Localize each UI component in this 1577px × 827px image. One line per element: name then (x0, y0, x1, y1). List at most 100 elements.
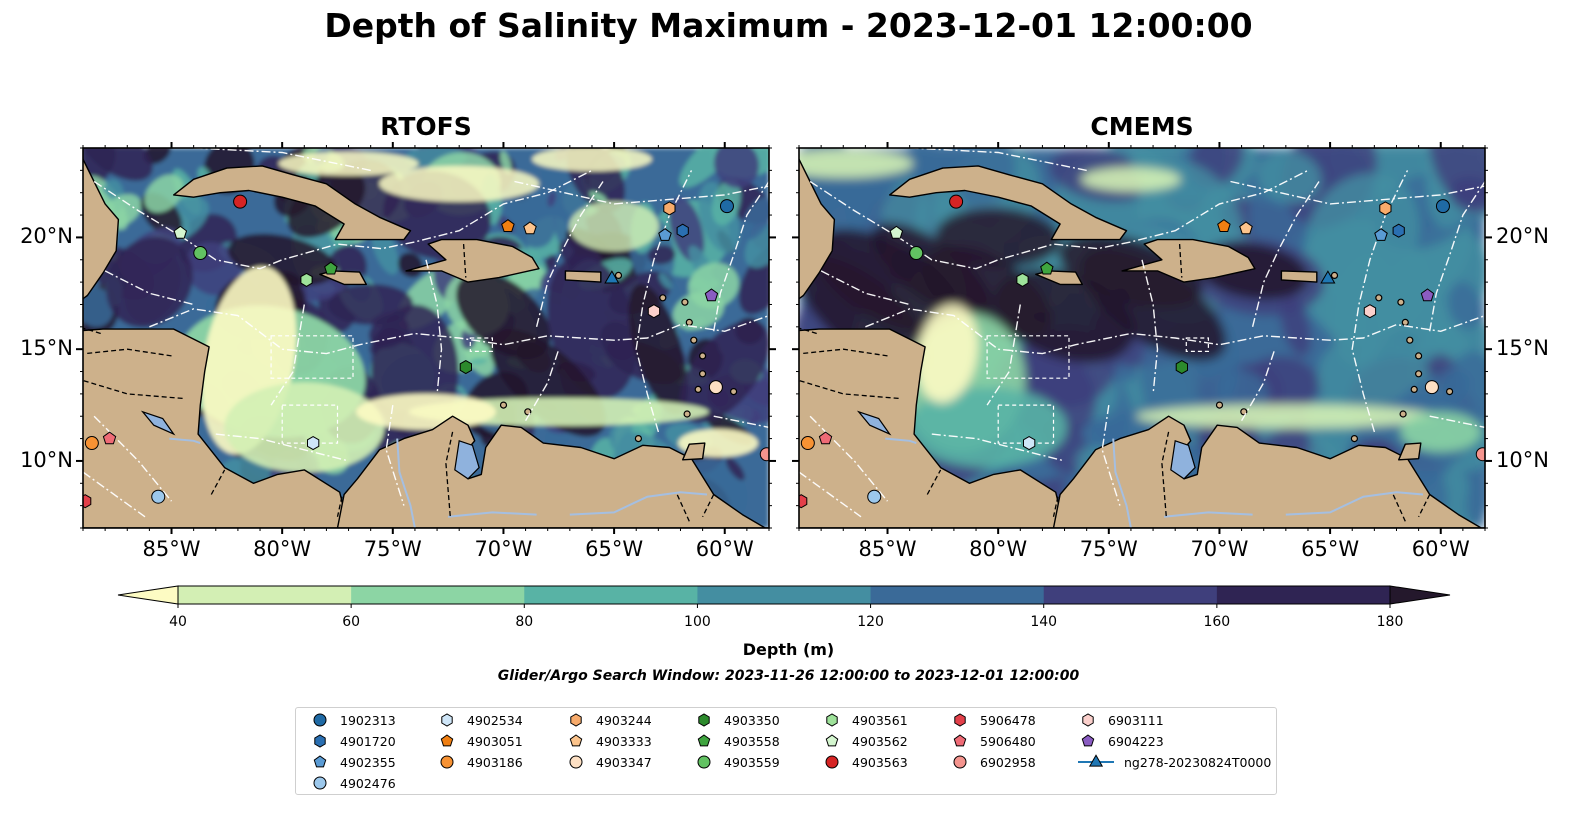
legend-symbol (314, 734, 326, 748)
legend-symbol (954, 713, 966, 727)
legend-marker (314, 734, 326, 748)
legend-item: 1902313 (310, 710, 396, 730)
small-island (1215, 401, 1224, 409)
float-1902313 (719, 199, 734, 214)
land-hispaniola (1121, 238, 1256, 283)
legend-symbol (953, 734, 967, 747)
legend-symbol (953, 755, 967, 769)
lon-tick-label: 70°W (474, 537, 533, 561)
north-shallow (531, 148, 652, 172)
lake (856, 410, 892, 436)
country-border (1052, 496, 1059, 517)
colorbar-segment (1216, 586, 1391, 604)
colorbar-segment (870, 586, 1045, 604)
panel-title-cmems: CMEMS (1090, 112, 1194, 141)
float-markers (799, 194, 1485, 509)
map-svg-cmems (799, 148, 1485, 528)
small-island (1406, 336, 1414, 344)
country-border (801, 348, 888, 357)
legend-item: 5906478 (950, 710, 1036, 730)
small-island (659, 294, 667, 302)
float-4903558 (324, 261, 338, 275)
eez-boundary (104, 270, 194, 306)
legend-marker (570, 713, 582, 727)
legend-item: 4903347 (566, 752, 652, 772)
eez-boundary (215, 433, 349, 462)
legend-item: 4903350 (694, 710, 780, 730)
legend-item: 4902476 (310, 773, 396, 793)
legend-label: 4903558 (724, 733, 780, 749)
float-5906480 (818, 431, 833, 445)
small-island (1397, 298, 1405, 306)
country-border (1391, 491, 1406, 522)
small-island (1330, 271, 1339, 280)
eez-lines (83, 148, 769, 518)
lon-tick-label: 70°W (1190, 537, 1249, 561)
legend-marker (825, 755, 839, 769)
float-markers (83, 194, 769, 509)
legend-label: 4902476 (340, 775, 396, 791)
float-6902958 (1475, 447, 1485, 462)
panel-frame (82, 147, 770, 529)
legend-marker (441, 713, 453, 727)
legend-symbol (697, 734, 711, 747)
eez-boundary (931, 433, 1065, 462)
small-island (694, 385, 702, 393)
map-svg-rtofs (83, 148, 769, 528)
legend-label: 4902534 (467, 712, 523, 728)
float-ng278-20230824T0000 (1320, 270, 1336, 284)
float-5906478 (83, 494, 92, 509)
small-island (683, 410, 691, 418)
float-4903563 (233, 194, 248, 209)
legend-symbol (313, 755, 327, 768)
protected-area (986, 335, 1070, 379)
river (569, 491, 708, 516)
legend-item: 6903111 (1078, 710, 1164, 730)
small-island (1350, 435, 1359, 443)
colorbar-tick-label: 80 (515, 614, 533, 630)
eez-boundary (425, 259, 443, 394)
legend: 1902313 4901720 4902355 4902476 4902534 49030… (295, 707, 1277, 795)
search-window-text: Glider/Argo Search Window: 2023-11-26 12… (497, 668, 1080, 684)
legend-label: 6904223 (1108, 733, 1164, 749)
protected-area (997, 404, 1055, 444)
small-island (1375, 294, 1383, 302)
country-border (85, 348, 172, 357)
map-panel-cmems (799, 148, 1485, 528)
small-island (1410, 385, 1418, 393)
lon-tick-label: 75°W (363, 537, 422, 561)
land-layer (83, 157, 769, 528)
river (448, 511, 537, 518)
legend-label: 4903559 (724, 754, 780, 770)
country-border (336, 496, 343, 517)
legend-label: 4903350 (724, 712, 780, 728)
legend-marker (569, 755, 583, 769)
legend-item: 4903563 (822, 752, 908, 772)
float-4901720 (676, 223, 689, 238)
float-5906480 (102, 431, 117, 445)
float-4903244 (1379, 201, 1392, 216)
country-border (83, 379, 183, 400)
lat-tick-label: 10°N (1496, 447, 1549, 472)
legend-label: 6903111 (1108, 712, 1164, 728)
float-4903563 (949, 194, 964, 209)
eez-boundary (535, 181, 604, 327)
field-blob (1448, 281, 1482, 330)
coastal-band (1400, 411, 1481, 452)
legend-item: 4903558 (694, 731, 780, 751)
lon-tick-label: 75°W (1079, 537, 1138, 561)
eddy-blob (504, 181, 556, 249)
float-4903561 (1016, 272, 1029, 287)
eez-boundary (809, 415, 889, 502)
river (1164, 511, 1253, 518)
legend-item: 4903561 (822, 710, 908, 730)
lon-tick-label: 65°W (1301, 537, 1360, 561)
float-4903561 (300, 272, 313, 287)
field-blob (1465, 461, 1485, 523)
colorbar-tick-label: 120 (857, 614, 884, 630)
colorbar-label: Depth (m) (742, 640, 835, 659)
legend-marker (1081, 734, 1095, 747)
colorbar-segment (178, 586, 352, 604)
lon-tick-label: 60°W (695, 537, 754, 561)
legend-label: 5906478 (980, 712, 1036, 728)
